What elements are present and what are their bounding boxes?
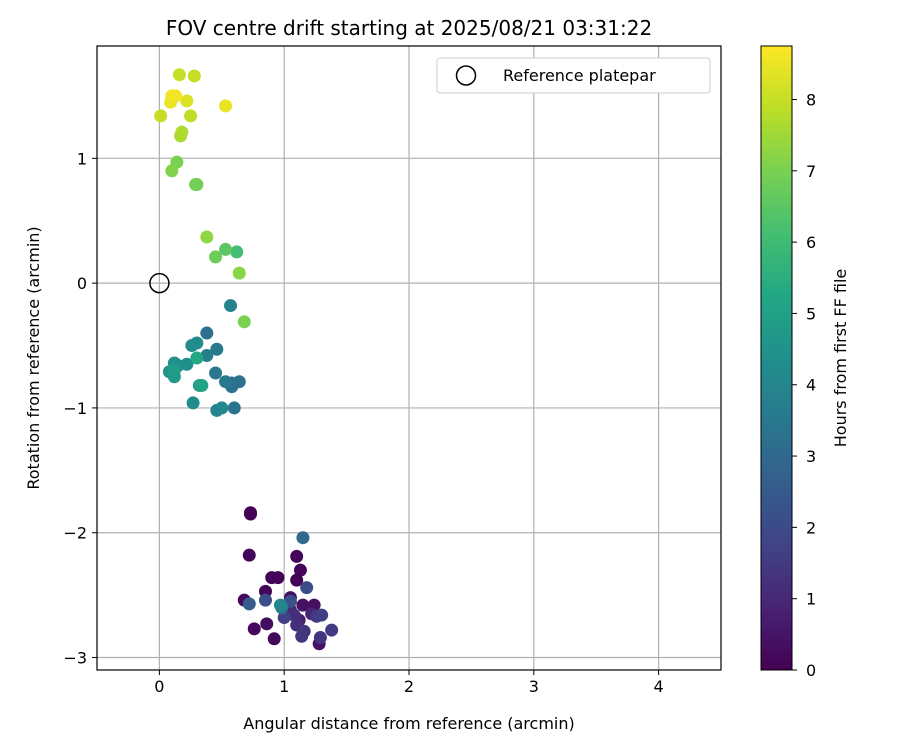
data-point (175, 125, 189, 139)
x-tick-label: 0 (154, 677, 164, 696)
data-point (267, 632, 281, 646)
x-axis-label: Angular distance from reference (arcmin) (243, 714, 574, 733)
data-point (200, 349, 214, 363)
data-point (295, 629, 309, 643)
data-point (190, 351, 204, 365)
y-tick-label: 1 (77, 149, 87, 168)
data-point (296, 531, 310, 545)
data-point (172, 68, 186, 82)
data-point (232, 375, 246, 389)
data-point (277, 611, 291, 625)
data-point (184, 109, 198, 123)
data-point (200, 230, 214, 244)
data-point (273, 598, 287, 612)
data-point (290, 573, 304, 587)
colorbar-tick-label: 0 (806, 661, 816, 680)
data-point (258, 593, 272, 607)
y-axis-ticks: −3 −2 −1 0 1 (63, 149, 97, 668)
colorbar-tick-label: 1 (806, 590, 816, 609)
x-tick-label: 3 (529, 677, 539, 696)
x-tick-label: 1 (279, 677, 289, 696)
x-axis-ticks: 0 1 2 3 4 (154, 670, 664, 696)
data-point (232, 266, 246, 280)
y-tick-label: −1 (63, 399, 87, 418)
data-point (167, 363, 181, 377)
data-point (260, 617, 274, 631)
reference-marker (149, 272, 170, 294)
data-point (180, 94, 194, 108)
data-point (247, 622, 261, 636)
data-point (187, 69, 201, 83)
data-point (315, 608, 329, 622)
data-point (293, 563, 307, 577)
legend-box (436, 57, 711, 94)
grid-lines (97, 46, 721, 670)
data-point (209, 250, 223, 264)
y-axis-label: Rotation from reference (arcmin) (24, 226, 43, 489)
colorbar-tick-label: 8 (806, 90, 816, 109)
data-point (237, 315, 251, 329)
colorbar-tick-label: 7 (806, 162, 816, 181)
y-tick-label: 0 (77, 274, 87, 293)
scatter-points (154, 68, 339, 651)
colorbar-tick-label: 4 (806, 376, 816, 395)
colorbar: 0 1 2 3 4 5 6 7 8 Hours from first FF file (760, 45, 850, 680)
data-point (244, 507, 258, 521)
legend-marker (455, 65, 477, 86)
data-point (169, 89, 183, 103)
legend: Reference platepar (436, 57, 711, 94)
data-point (154, 109, 168, 123)
data-point (186, 396, 200, 410)
data-point (189, 178, 203, 192)
x-tick-label: 2 (404, 677, 414, 696)
data-point (195, 378, 209, 392)
chart-title: FOV centre drift starting at 2025/08/21 … (166, 16, 652, 40)
colorbar-label: Hours from first FF file (831, 269, 850, 448)
y-tick-label: −3 (63, 649, 87, 668)
data-point (325, 623, 339, 637)
reference-layer (149, 272, 170, 294)
data-point (296, 598, 310, 612)
data-point (209, 366, 223, 380)
data-point (165, 164, 179, 178)
data-point (227, 401, 241, 415)
y-tick-label: −2 (63, 524, 87, 543)
data-point (290, 549, 304, 563)
colorbar-tick-label: 2 (806, 518, 816, 537)
data-point (190, 336, 204, 350)
data-point (219, 99, 233, 113)
data-point (230, 245, 244, 259)
data-point (300, 581, 314, 595)
data-point (200, 326, 214, 340)
data-point (287, 608, 301, 622)
data-point (219, 242, 233, 256)
data-point (219, 375, 233, 389)
data-point (210, 342, 224, 356)
data-point (271, 571, 285, 585)
x-tick-label: 4 (654, 677, 664, 696)
data-point (313, 631, 327, 645)
legend-entry-label: Reference platepar (503, 66, 656, 85)
data-point (224, 299, 238, 313)
data-point (242, 548, 256, 562)
data-point (242, 597, 256, 611)
colorbar-gradient (760, 45, 793, 671)
colorbar-tick-label: 6 (806, 233, 816, 252)
colorbar-tick-label: 3 (806, 447, 816, 466)
colorbar-ticks: 0 1 2 3 4 5 6 7 8 (792, 90, 816, 680)
colorbar-tick-label: 5 (806, 304, 816, 323)
data-point (215, 401, 229, 415)
